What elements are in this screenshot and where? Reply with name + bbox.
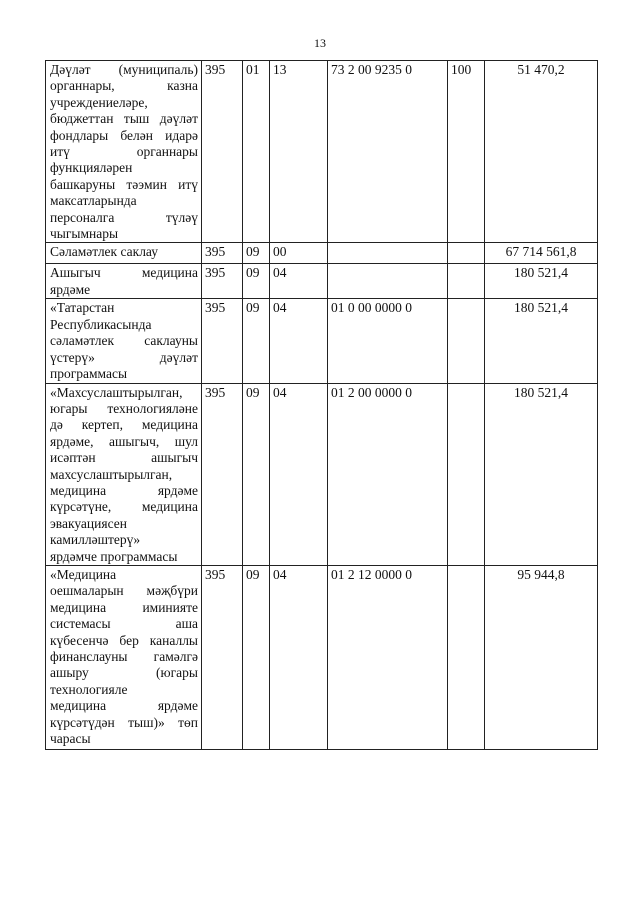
row-name: «Татарстан Республикасында сәламәтлек сакл… [45, 298, 202, 384]
name-line: медицина ярдәме [50, 698, 198, 714]
name-line: күбесенчә бер каналлы [50, 632, 198, 648]
expense-type-code [447, 242, 485, 265]
name-line: медицина ярдәме [50, 482, 198, 498]
expense-type-code [447, 564, 485, 750]
row-name: Сәламәтлек саклау [45, 242, 202, 265]
subsection-code: 00 [269, 242, 328, 265]
name-line: медицина иминияте [50, 599, 198, 615]
ministry-code: 395 [201, 382, 243, 566]
subsection-code: 04 [269, 298, 328, 384]
page-number: 13 [314, 36, 326, 50]
target-article-code: 01 2 12 0000 0 [327, 564, 448, 750]
name-line: Республикасында [50, 316, 152, 332]
name-line: башкаруны тәэмин итү [50, 176, 198, 192]
name-line: оешмаларын мәҗбүри [50, 583, 198, 599]
name-line: исәптән ашыгыч [50, 450, 198, 466]
row-name: «Махсуслаштырылган, югары технологияләне д… [45, 382, 202, 566]
section-code: 09 [242, 298, 270, 384]
expense-type-code [447, 382, 485, 566]
table-row: «Татарстан Республикасында сәламәтлек сакл… [45, 298, 598, 384]
name-line: үстерү» дәүләт [50, 349, 198, 365]
name-line: Дәүләт (муниципаль) [50, 62, 198, 77]
row-name: «Медицина оешмаларын мәҗбүри медицина имин… [45, 564, 202, 750]
name-line: югары технологияләне [50, 400, 198, 416]
subsection-code: 04 [269, 564, 328, 750]
table-row: «Медицина оешмаларын мәҗбүри медицина имин… [45, 564, 598, 750]
name-line: күрсәтүдән тыш)» төп [50, 714, 198, 730]
name-line: итү органнары [50, 144, 198, 160]
amount: 180 521,4 [484, 382, 598, 566]
section-code: 09 [242, 382, 270, 566]
name-line: максатларында [50, 193, 137, 209]
name-line: эвакуациясен [50, 515, 127, 531]
name-line: бюджеттан тыш дәүләт [50, 111, 198, 127]
name-line: органнары, казна [50, 78, 198, 94]
row-name: Дәүләт (муниципаль) органнары, казна учреж… [45, 59, 202, 244]
section-code: 09 [242, 242, 270, 265]
name-line: ярдәме [50, 281, 91, 297]
name-line: чарасы [50, 731, 91, 747]
budget-table: Дәүләт (муниципаль) органнары, казна учреж… [45, 59, 598, 750]
subsection-code: 13 [269, 59, 328, 244]
name-line: персоналга түләү [50, 209, 198, 225]
ministry-code: 395 [201, 59, 243, 244]
name-line: сәламәтлек саклауны [50, 333, 198, 349]
target-article-code [327, 242, 448, 265]
name-line: ашыру (югары [50, 665, 198, 681]
name-line: учреждениеләре, [50, 94, 148, 110]
name-line: Сәламәтлек саклау [50, 244, 158, 260]
ministry-code: 395 [201, 298, 243, 384]
name-line: ярдәмче программасы [50, 548, 178, 564]
name-line: чыгымнары [50, 226, 119, 242]
section-code: 01 [242, 59, 270, 244]
name-line: функцияләрен [50, 160, 133, 176]
amount: 51 470,2 [484, 59, 598, 244]
name-line: системасы аша [50, 616, 198, 632]
name-line: ярдәме, ашыгыч, шул [50, 433, 198, 449]
section-code: 09 [242, 564, 270, 750]
target-article-code: 01 0 00 0000 0 [327, 298, 448, 384]
table-row: «Махсуслаштырылган, югары технологияләне д… [45, 382, 598, 566]
name-line: Ашыгыч медицина [50, 265, 198, 281]
table-row: Сәламәтлек саклау 395 09 00 67 714 561,8 [45, 242, 598, 265]
amount: 180 521,4 [484, 298, 598, 384]
expense-type-code [447, 263, 485, 300]
target-article-code: 01 2 00 0000 0 [327, 382, 448, 566]
name-line: дә кертеп, медицина [50, 417, 198, 433]
subsection-code: 04 [269, 382, 328, 566]
table-row: Дәүләт (муниципаль) органнары, казна учреж… [45, 59, 598, 244]
name-line: программасы [50, 366, 128, 382]
expense-type-code [447, 298, 485, 384]
ministry-code: 395 [201, 263, 243, 300]
name-line: фондлары белән идарә [50, 127, 198, 143]
name-line: камилләштерү» [50, 532, 141, 548]
name-line: «Медицина [50, 566, 117, 582]
ministry-code: 395 [201, 242, 243, 265]
name-line: технологияле [50, 681, 128, 697]
target-article-code: 73 2 00 9235 0 [327, 59, 448, 244]
table-row: Ашыгыч медицина ярдәме 395 09 04 180 521,4 [45, 263, 598, 300]
subsection-code: 04 [269, 263, 328, 300]
section-code: 09 [242, 263, 270, 300]
ministry-code: 395 [201, 564, 243, 750]
expense-type-code: 100 [447, 59, 485, 244]
target-article-code [327, 263, 448, 300]
amount: 67 714 561,8 [484, 242, 598, 265]
row-name: Ашыгыч медицина ярдәме [45, 263, 202, 300]
amount: 95 944,8 [484, 564, 598, 750]
name-line: «Татарстан [50, 300, 115, 316]
name-line: финанслауны гамәлгә [50, 649, 198, 664]
name-line: күрсәтүне, медицина [50, 499, 198, 515]
name-line: махсуслаштырылган, [50, 466, 173, 482]
amount: 180 521,4 [484, 263, 598, 300]
name-line: «Махсуслаштырылган, [50, 384, 183, 400]
